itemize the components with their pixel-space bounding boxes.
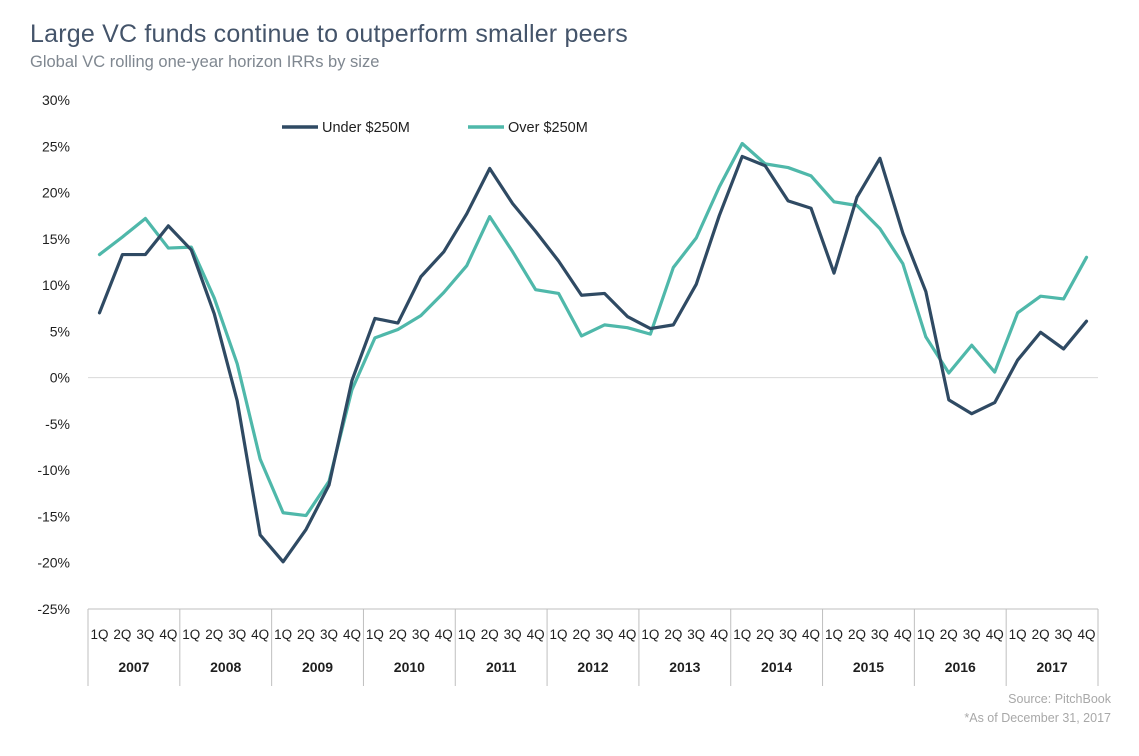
y-tick-label: -15% <box>37 508 70 524</box>
quarter-tick-label: 1Q <box>1009 627 1027 642</box>
quarter-tick-label: 2Q <box>113 627 131 642</box>
year-tick-label: 2013 <box>669 659 700 675</box>
y-tick-label: 30% <box>42 92 70 108</box>
year-tick-label: 2007 <box>118 659 149 675</box>
y-tick-label: 5% <box>50 323 70 339</box>
quarter-tick-label: 1Q <box>825 627 843 642</box>
legend: Under $250M Over $250M <box>282 120 588 136</box>
quarter-tick-label: 2Q <box>756 627 774 642</box>
quarter-tick-label: 1Q <box>733 627 751 642</box>
quarter-tick-label: 1Q <box>366 627 384 642</box>
legend-label: Over $250M <box>508 120 588 136</box>
series-lines <box>97 141 1089 564</box>
year-tick-label: 2008 <box>210 659 241 675</box>
y-tick-label: 15% <box>42 231 70 247</box>
year-tick-label: 2015 <box>853 659 884 675</box>
quarter-tick-label: 2Q <box>1032 627 1050 642</box>
quarter-tick-label: 2Q <box>848 627 866 642</box>
quarter-tick-label: 1Q <box>550 627 568 642</box>
quarter-tick-label: 3Q <box>871 627 889 642</box>
year-tick-label: 2011 <box>486 659 517 675</box>
quarter-tick-label: 2Q <box>297 627 315 642</box>
quarter-tick-label: 1Q <box>274 627 292 642</box>
quarter-tick-label: 4Q <box>1078 627 1096 642</box>
series-line <box>97 154 1089 564</box>
series-line <box>97 141 1089 518</box>
as-of-note: *As of December 31, 2017 <box>964 711 1111 725</box>
quarter-tick-label: 4Q <box>343 627 361 642</box>
quarter-tick-label: 2Q <box>573 627 591 642</box>
quarter-tick-label: 3Q <box>412 627 430 642</box>
quarter-tick-label: 3Q <box>504 627 522 642</box>
y-tick-label: -10% <box>37 462 70 478</box>
source-note: Source: PitchBook <box>1008 692 1111 706</box>
quarter-tick-label: 4Q <box>527 627 545 642</box>
quarter-tick-label: 2Q <box>664 627 682 642</box>
year-tick-label: 2017 <box>1037 659 1068 675</box>
legend-label: Under $250M <box>322 120 410 136</box>
quarter-tick-label: 2Q <box>940 627 958 642</box>
quarter-tick-label: 3Q <box>687 627 705 642</box>
quarter-tick-label: 2Q <box>389 627 407 642</box>
quarter-tick-label: 3Q <box>963 627 981 642</box>
y-tick-label: -25% <box>37 601 70 617</box>
quarter-tick-label: 3Q <box>1055 627 1073 642</box>
x-axis: 1Q 2Q 3Q 4Q 1Q 2Q 3Q 4Q 1Q 2Q 3Q 4Q 1Q 2Q 3Q 4Q 1Q 2Q 3Q 4Q… <box>87 608 1099 686</box>
quarter-tick-label: 1Q <box>90 627 108 642</box>
quarter-tick-label: 4Q <box>435 627 453 642</box>
year-tick-label: 2014 <box>761 659 792 675</box>
y-axis-ticks: 30% 25% 20% 15% 10% 5% 0% -5% -10% -15% -20% -25% <box>37 92 70 617</box>
y-tick-label: -20% <box>37 555 70 571</box>
quarter-tick-label: 4Q <box>802 627 820 642</box>
quarter-tick-label: 1Q <box>917 627 935 642</box>
y-tick-label: 10% <box>42 277 70 293</box>
quarter-tick-label: 1Q <box>458 627 476 642</box>
quarter-tick-label: 3Q <box>136 627 154 642</box>
year-tick-label: 2012 <box>577 659 608 675</box>
quarter-tick-label: 3Q <box>320 627 338 642</box>
quarter-tick-label: 4Q <box>710 627 728 642</box>
quarter-tick-label: 4Q <box>894 627 912 642</box>
y-tick-label: 0% <box>50 370 70 386</box>
quarter-tick-label: 1Q <box>182 627 200 642</box>
y-tick-label: 20% <box>42 185 70 201</box>
chart-subtitle: Global VC rolling one-year horizon IRRs … <box>30 53 380 71</box>
y-tick-label: 25% <box>42 138 70 154</box>
quarter-tick-label: 4Q <box>159 627 177 642</box>
year-tick-label: 2009 <box>302 659 333 675</box>
quarter-tick-label: 3Q <box>779 627 797 642</box>
year-tick-label: 2010 <box>394 659 425 675</box>
quarter-tick-label: 3Q <box>228 627 246 642</box>
quarter-tick-label: 2Q <box>205 627 223 642</box>
quarter-tick-label: 1Q <box>641 627 659 642</box>
quarter-tick-label: 2Q <box>481 627 499 642</box>
chart-title: Large VC funds continue to outperform sm… <box>30 20 629 48</box>
quarter-tick-label: 3Q <box>595 627 613 642</box>
quarter-tick-label: 4Q <box>618 627 636 642</box>
quarter-tick-label: 4Q <box>986 627 1004 642</box>
y-tick-label: -5% <box>45 416 70 432</box>
year-tick-label: 2016 <box>945 659 976 675</box>
quarter-tick-label: 4Q <box>251 627 269 642</box>
